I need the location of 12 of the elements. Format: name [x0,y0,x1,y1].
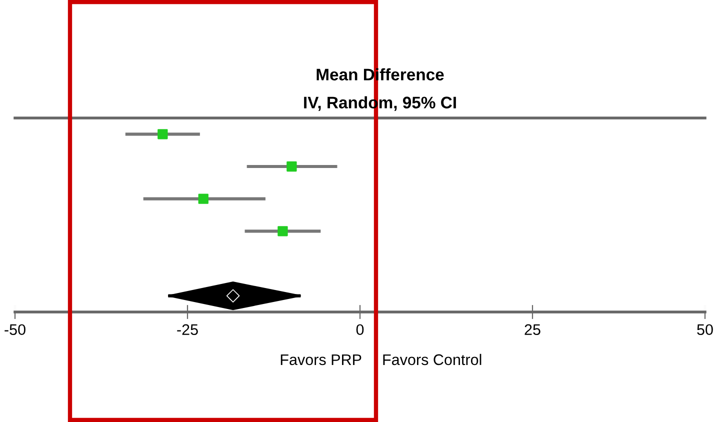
text: Favors Control [383,354,482,366]
x-tick-label: 25 [524,324,540,336]
point [198,194,208,204]
x-tick-label: 0 [356,324,364,336]
point [286,161,297,172]
point [158,129,168,140]
x-tick-label: -50 [4,324,26,336]
x-tick-label: 50 [697,324,713,336]
x-tick-label: -25 [177,324,198,336]
point [278,226,288,236]
text: Favors PRP [280,354,362,366]
point [226,289,240,302]
